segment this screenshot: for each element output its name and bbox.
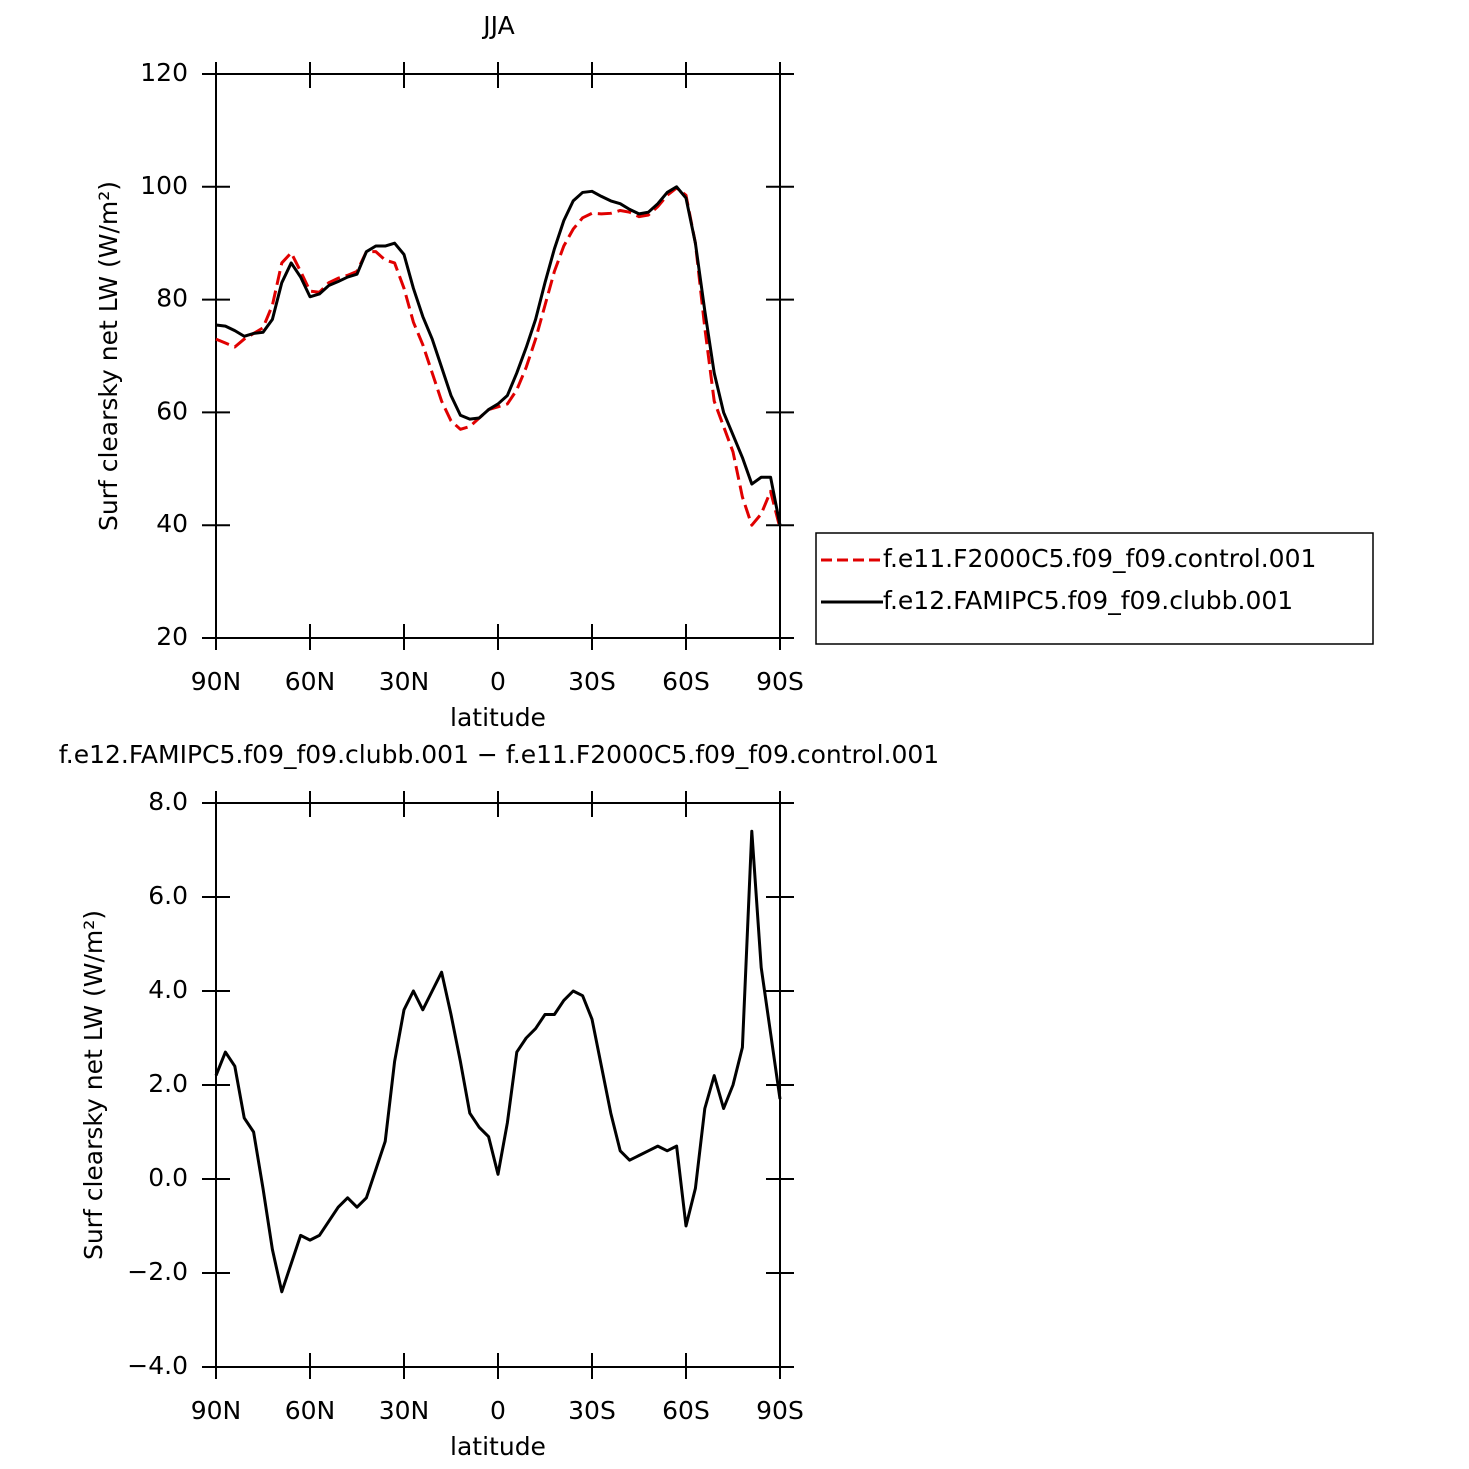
x-tick-label: 60S	[662, 1396, 710, 1425]
x-axis-label: latitude	[450, 1432, 546, 1461]
x-tick-label: 30N	[379, 1396, 430, 1425]
plot-frame	[215, 73, 781, 639]
y-tick-label: −4.0	[127, 1351, 188, 1380]
x-tick-label: 30S	[568, 667, 616, 696]
x-tick-label: 0	[490, 1396, 506, 1425]
plot-frame	[215, 802, 781, 1368]
y-axis-label: Surf clearsky net LW (W/m²)	[79, 910, 108, 1260]
y-tick-label: 2.0	[148, 1069, 188, 1098]
data-line	[215, 186, 782, 529]
y-tick-label: 6.0	[148, 881, 188, 910]
legend-box	[815, 532, 1374, 645]
y-tick-label: 40	[156, 509, 188, 538]
y-tick-label: 60	[156, 396, 188, 425]
x-tick-label: 90S	[756, 1396, 804, 1425]
y-axis-label: Surf clearsky net LW (W/m²)	[94, 181, 123, 531]
data-line	[214, 829, 782, 1294]
y-tick-label: 100	[140, 171, 188, 200]
y-tick-label: 4.0	[148, 975, 188, 1004]
x-tick-label: 90N	[191, 667, 242, 696]
x-axis-label: latitude	[450, 703, 546, 732]
y-tick-label: 120	[140, 58, 188, 87]
x-tick-label: 90N	[191, 1396, 242, 1425]
y-tick-label: 8.0	[148, 787, 188, 816]
chart-title: JJA	[481, 11, 514, 40]
x-tick-label: 60N	[285, 1396, 336, 1425]
chart-title: f.e12.FAMIPC5.f09_f09.clubb.001 − f.e11.…	[59, 740, 939, 769]
data-line	[215, 185, 782, 526]
y-tick-label: 20	[156, 622, 188, 651]
x-tick-label: 60S	[662, 667, 710, 696]
y-tick-label: −2.0	[127, 1257, 188, 1286]
x-tick-label: 30S	[568, 1396, 616, 1425]
x-tick-label: 90S	[756, 667, 804, 696]
y-tick-label: 0.0	[148, 1163, 188, 1192]
x-tick-label: 0	[490, 667, 506, 696]
legend-label: f.e11.F2000C5.f09_f09.control.001	[883, 544, 1316, 573]
legend-label: f.e12.FAMIPC5.f09_f09.clubb.001	[883, 586, 1293, 615]
x-tick-label: 30N	[379, 667, 430, 696]
x-tick-label: 60N	[285, 667, 336, 696]
y-tick-label: 80	[156, 284, 188, 313]
